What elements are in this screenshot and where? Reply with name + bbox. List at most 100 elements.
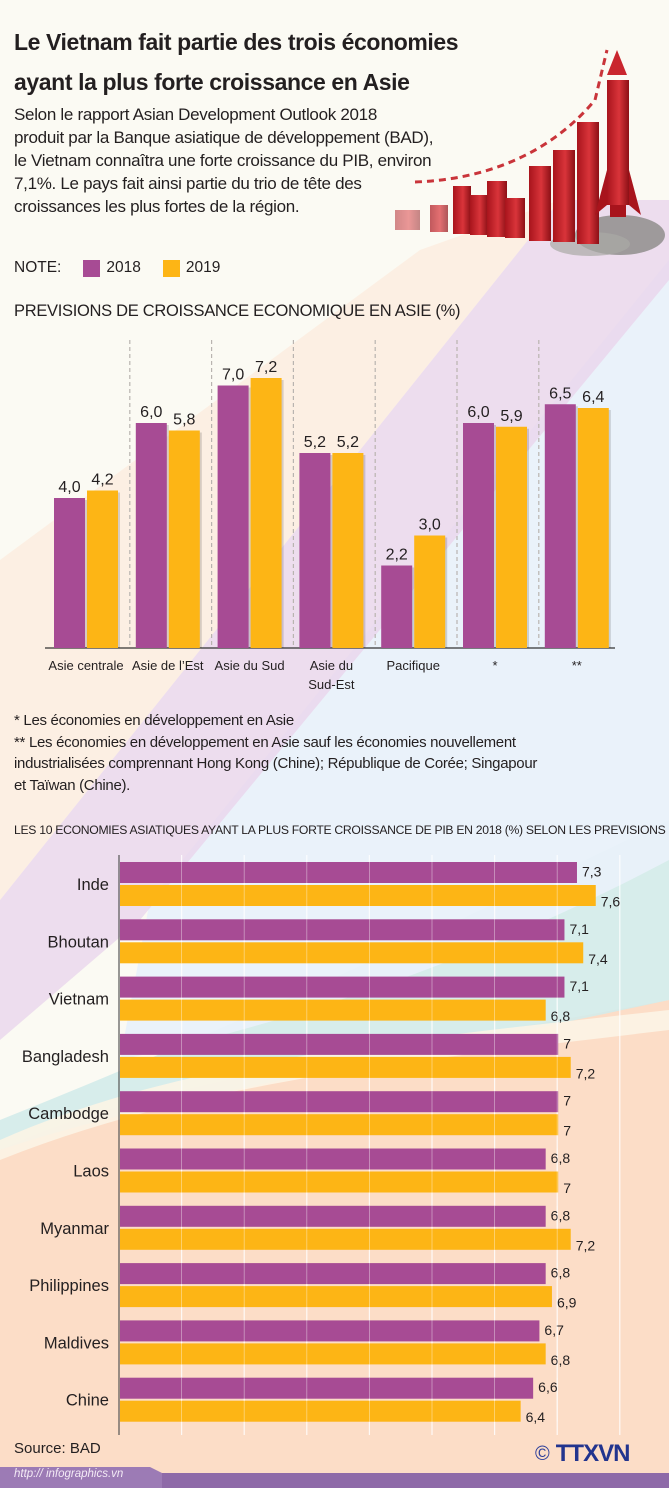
data-label-2019: 7: [563, 1180, 571, 1196]
footnote-2-line: industrialisées comprennant Hong Kong (C…: [14, 755, 538, 772]
intro-paragraph: Selon le rapport Asian Development Outlo…: [14, 103, 494, 218]
copyright-icon: ©: [535, 1442, 550, 1465]
data-label-2018: 7,0: [222, 367, 244, 384]
legend-text-2018: 2018: [106, 259, 141, 276]
bar-2018: [120, 862, 577, 883]
bar-2019: [168, 430, 200, 648]
title-line-2: ayant la plus forte croissance en Asie: [14, 69, 410, 95]
data-label-2019: 7,6: [601, 894, 621, 910]
data-label-2019: 6,4: [526, 1409, 546, 1425]
data-label-2019: 7,2: [576, 1065, 596, 1081]
bar-2018: [120, 1033, 559, 1055]
bar-2019: [496, 426, 527, 648]
data-label-2019: 6,9: [557, 1295, 577, 1311]
legend-swatch-2019: [162, 259, 180, 277]
data-label-2018: 6,8: [551, 1207, 571, 1223]
country-label: Bangladesh: [22, 1048, 109, 1066]
bar-2018: [54, 498, 85, 648]
category-label: Asie centrale: [48, 658, 123, 673]
country-label: Maldives: [44, 1334, 109, 1352]
category-label: Asie du Sud: [215, 658, 285, 673]
legend-swatch-2018: [83, 259, 101, 277]
website-link[interactable]: http:// infographics.vn: [14, 1468, 124, 1480]
intro-line: 7,1%. Le pays fait ainsi partie du trio …: [14, 174, 362, 193]
data-label-2018: 6,6: [538, 1379, 558, 1395]
bar-2018: [135, 423, 167, 648]
top10-economies-chart: 7,3 7,6 Inde 7,1 7,4 Bhoutan 7,1 6,8 Vietnam 7 7,2…: [22, 855, 621, 1435]
category-label: Sud-Est: [308, 677, 355, 692]
bar-2019: [577, 408, 609, 648]
ttxvn-logo: © TTXVN: [535, 1440, 631, 1468]
data-label-2019: 7: [563, 1123, 571, 1139]
legend-item-2019: 2019: [162, 259, 221, 277]
bar-2018: [120, 1320, 540, 1342]
data-label-2019: 7,2: [255, 359, 277, 376]
bar-2019: [120, 999, 546, 1021]
data-label-2019: 5,9: [500, 408, 522, 425]
bar-2019: [120, 1343, 546, 1365]
bar-2018: [120, 1205, 546, 1227]
data-label-2018: 6,5: [549, 385, 571, 402]
brand-name: TTXVN: [555, 1440, 631, 1467]
intro-line: produit par la Banque asiatique de dével…: [14, 128, 434, 147]
country-label: Laos: [73, 1163, 109, 1181]
bar-2019: [120, 1056, 571, 1078]
data-label-2018: 7: [563, 1035, 571, 1051]
data-label-2019: 5,8: [173, 412, 195, 429]
category-label: Asie du: [310, 658, 353, 673]
regional-growth-chart: 4,0 4,2 Asie centrale 6,0 5,8 Asie de l’Est 7,…: [45, 340, 615, 692]
source-text: Source: BAD: [14, 1440, 101, 1457]
bar-2018: [381, 565, 413, 648]
data-label-2018: 6,7: [544, 1322, 564, 1338]
data-label-2018: 4,0: [58, 479, 80, 496]
data-label-2018: 7: [563, 1093, 571, 1109]
bar-2019: [120, 1228, 571, 1250]
data-label-2019: 3,0: [419, 517, 441, 534]
bar-2019: [332, 453, 364, 648]
intro-line: le Vietnam connaîtra une forte croissanc…: [14, 151, 432, 170]
bar-2019: [87, 490, 118, 648]
bar-2019: [120, 885, 596, 906]
trend-dashed-line: [414, 49, 609, 184]
page-title: Le Vietnam fait partie des trois économi…: [14, 22, 534, 102]
data-label-2018: 6,8: [551, 1265, 571, 1281]
data-label-2018: 7,1: [569, 978, 589, 994]
country-label: Inde: [77, 876, 109, 894]
data-label-2019: 5,2: [337, 434, 359, 451]
bar-2019: [120, 1171, 559, 1193]
country-label: Philippines: [29, 1277, 109, 1295]
footnote-2-line: ** Les économies en développement en Asi…: [14, 733, 516, 751]
data-label-2019: 7,4: [588, 951, 608, 967]
data-label-2018: 7,1: [569, 921, 589, 937]
category-label: Asie de l’Est: [132, 658, 204, 673]
bar-2019: [120, 1286, 552, 1308]
intro-line: croissances les plus fortes de la région…: [14, 197, 300, 216]
category-label: *: [492, 658, 497, 673]
category-label: **: [572, 658, 582, 673]
bar-2018: [544, 404, 576, 648]
bar-2018: [463, 423, 494, 648]
bar-2018: [217, 385, 249, 648]
bar-2019: [120, 1400, 521, 1422]
data-label-2018: 5,2: [304, 434, 326, 451]
legend-text-2019: 2019: [185, 259, 221, 276]
intro-line: Selon le rapport Asian Development Outlo…: [14, 105, 377, 124]
data-label-2018: 2,2: [386, 547, 408, 564]
bar-2018: [120, 1148, 546, 1170]
footnote-2-line: et Taïwan (Chine).: [14, 776, 131, 794]
bar-2018: [120, 976, 565, 998]
legend-label: NOTE:: [14, 259, 62, 276]
data-label-2019: 6,8: [551, 1352, 571, 1368]
chart2-title: LES 10 ECONOMIES ASIATIQUES AYANT LA PLU…: [14, 823, 666, 837]
rocket-growth-bars-icon: [395, 49, 665, 256]
legend-item-2018: 2018: [83, 259, 141, 277]
country-label: Vietnam: [49, 991, 109, 1009]
data-label-2019: 4,2: [91, 472, 113, 489]
bar-2019: [414, 535, 446, 648]
bar-2019: [120, 942, 584, 964]
bar-2018: [120, 919, 565, 941]
title-line-1: Le Vietnam fait partie des trois économi…: [14, 29, 459, 55]
data-label-2018: 6,8: [551, 1150, 571, 1166]
bar-2018: [120, 1263, 546, 1285]
footnote-1: * Les économies en développement en Asie: [14, 712, 294, 729]
